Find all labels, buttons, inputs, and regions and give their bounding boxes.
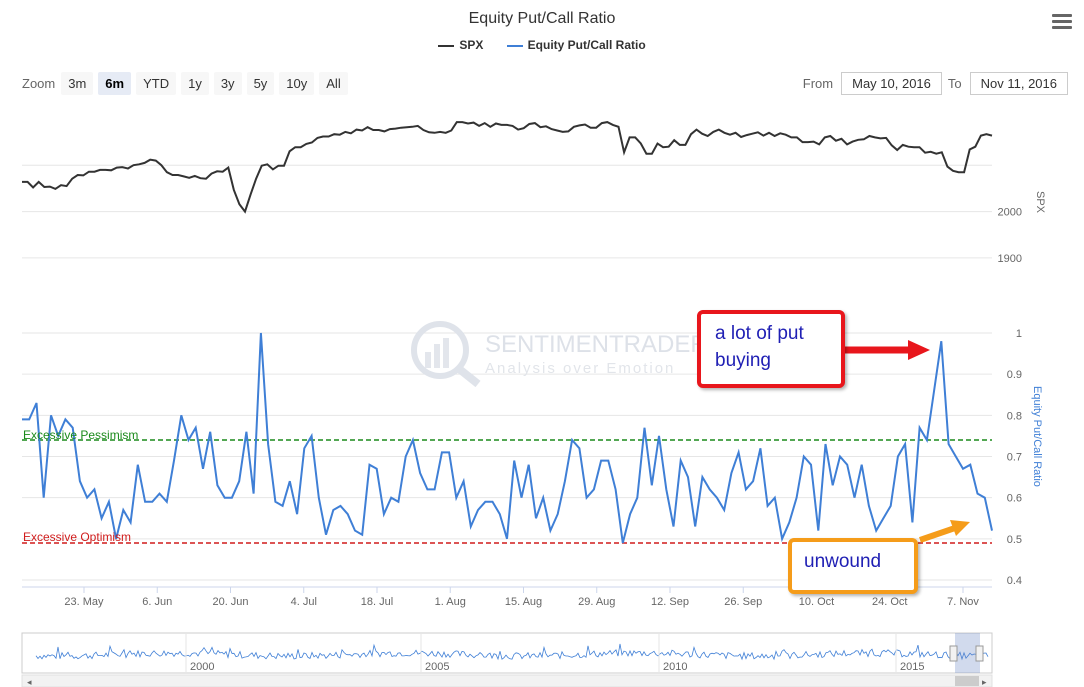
navigator-label: 2005: [425, 661, 449, 673]
legend-item-spx[interactable]: SPX: [438, 38, 483, 52]
zoom-1y-button[interactable]: 1y: [181, 72, 209, 95]
legend: SPX Equity Put/Call Ratio: [0, 38, 1084, 52]
zoom-6m-button[interactable]: 6m: [98, 72, 132, 95]
navigator-label: 2000: [190, 661, 214, 673]
putcall-tick-label: 0.5: [1007, 534, 1022, 546]
putcall-tick-label: 0.4: [1007, 575, 1022, 587]
zoom-ytd-button[interactable]: YTD: [136, 72, 177, 95]
spx-series-line: [22, 121, 993, 214]
to-label: To: [947, 76, 962, 91]
zoom-3m-button[interactable]: 3m: [61, 72, 94, 95]
zoom-controls: Zoom 3m 6m YTD 1y 3y 5y 10y All: [22, 72, 353, 95]
navigator-frame: [21, 632, 993, 674]
x-tick-label: 29. Aug: [578, 596, 615, 608]
scroll-left-arrow-icon[interactable]: ◂: [27, 677, 32, 687]
navigator-series: [35, 643, 989, 661]
x-tick-label: 20. Jun: [212, 596, 248, 608]
date-range: From May 10, 2016 To Nov 11, 2016: [803, 72, 1074, 95]
zoom-3y-button[interactable]: 3y: [213, 72, 242, 95]
x-tick-label: 24. Oct: [872, 596, 907, 608]
navigator-label: 2010: [663, 661, 687, 673]
put-buying-callout: a lot of put buying: [697, 310, 845, 388]
zoom-label: Zoom: [22, 76, 56, 91]
scrollbar-thumb[interactable]: [955, 676, 979, 686]
legend-item-put-call[interactable]: Equity Put/Call Ratio: [506, 38, 646, 52]
to-date-input[interactable]: Nov 11, 2016: [969, 72, 1068, 95]
x-tick-label: 15. Aug: [505, 596, 542, 608]
spx-tick-label: 2000: [998, 207, 1022, 219]
legend-label-spx: SPX: [459, 38, 484, 52]
from-date-input[interactable]: May 10, 2016: [841, 72, 942, 95]
zoom-5y-button[interactable]: 5y: [246, 72, 275, 95]
legend-label-put-call: Equity Put/Call Ratio: [527, 38, 646, 52]
scrollbar-track[interactable]: [21, 674, 993, 687]
putcall-tick-label: 0.6: [1007, 493, 1022, 505]
x-tick-label: 6. Jun: [142, 596, 172, 608]
x-tick-label: 1. Aug: [435, 596, 466, 608]
spx-tick-label: 1900: [998, 253, 1022, 265]
putcall-tick-label: 0.8: [1007, 410, 1022, 422]
spx-axis-title: SPX: [1034, 191, 1046, 214]
putcall-axis-title: Equity Put/Call Ratio: [1031, 386, 1043, 487]
pessimism-label: Excessive Pessimism: [23, 428, 138, 442]
navigator-handle-right[interactable]: [975, 645, 984, 662]
watermark: SENTIMENTRADER Analysis over Emotion: [411, 321, 708, 388]
navigator[interactable]: 2000 2005 2010 2015 ◂ ▸: [21, 632, 993, 687]
zoom-10y-button[interactable]: 10y: [279, 72, 315, 95]
menu-icon[interactable]: [1052, 14, 1072, 32]
optimism-label: Excessive Optimism: [23, 530, 131, 544]
x-tick-label: 23. May: [64, 596, 104, 608]
legend-swatch-put-call: [506, 44, 523, 47]
putcall-tick-label: 0.7: [1007, 452, 1022, 464]
putcall-tick-label: 0.9: [1007, 369, 1022, 381]
watermark-brand: SENTIMENTRADER: [485, 331, 708, 358]
red-arrow: [840, 340, 930, 360]
putcall-series-line: [22, 332, 993, 544]
x-tick-label: 10. Oct: [799, 596, 834, 608]
x-tick-label: 18. Jul: [361, 596, 393, 608]
legend-swatch-spx: [438, 44, 455, 47]
navigator-label: 2015: [900, 661, 924, 673]
x-tick-label: 4. Jul: [291, 596, 317, 608]
x-tick-label: 12. Sep: [651, 596, 689, 608]
orange-arrow: [919, 520, 970, 543]
chart-title: Equity Put/Call Ratio: [468, 10, 616, 27]
from-label: From: [802, 76, 834, 91]
scroll-right-arrow-icon[interactable]: ▸: [982, 677, 987, 687]
unwound-callout: unwound: [788, 538, 918, 594]
x-tick-label: 7. Nov: [947, 596, 979, 608]
x-tick-label: 26. Sep: [724, 596, 762, 608]
zoom-all-button[interactable]: All: [319, 72, 348, 95]
watermark-tagline: Analysis over Emotion: [485, 360, 675, 377]
putcall-tick-label: 1: [1016, 328, 1022, 340]
navigator-handle-left[interactable]: [949, 645, 958, 662]
